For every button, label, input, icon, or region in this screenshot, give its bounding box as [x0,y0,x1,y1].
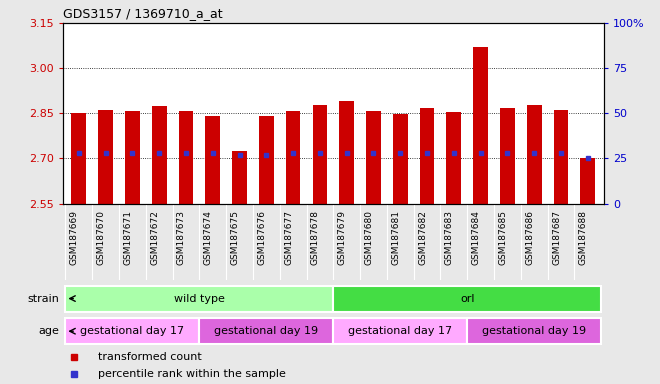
Text: strain: strain [28,293,59,304]
Bar [152,106,166,204]
Bar [447,112,461,204]
Bar [554,110,568,204]
Bar [333,286,601,311]
Text: GSM187671: GSM187671 [123,210,133,265]
Text: orl: orl [460,293,475,304]
Bar [467,318,601,344]
Bar [286,111,300,204]
Text: transformed count: transformed count [98,352,201,362]
Text: GSM187670: GSM187670 [96,210,106,265]
Bar [333,318,467,344]
Bar [580,158,595,204]
Text: GSM187683: GSM187683 [445,210,454,265]
Text: gestational day 17: gestational day 17 [348,326,452,336]
Bar [125,111,140,204]
Bar [366,111,381,204]
Text: age: age [38,326,59,336]
Text: GSM187687: GSM187687 [552,210,561,265]
Text: gestational day 19: gestational day 19 [482,326,586,336]
Bar [420,108,434,204]
Text: GSM187676: GSM187676 [257,210,267,265]
Bar [527,105,542,204]
Bar [65,286,333,311]
Bar [71,113,86,204]
Text: GSM187681: GSM187681 [391,210,400,265]
Text: GSM187669: GSM187669 [70,210,79,265]
Text: GSM187672: GSM187672 [150,210,159,265]
Text: GSM187684: GSM187684 [472,210,480,265]
Text: GSM187673: GSM187673 [177,210,186,265]
Text: percentile rank within the sample: percentile rank within the sample [98,369,286,379]
Text: GSM187677: GSM187677 [284,210,293,265]
Text: GSM187675: GSM187675 [230,210,240,265]
Bar [98,110,113,204]
Bar [500,108,515,204]
Bar [259,116,274,204]
Text: GSM187682: GSM187682 [418,210,427,265]
Text: gestational day 17: gestational day 17 [81,326,184,336]
Bar [65,318,199,344]
Text: GSM187680: GSM187680 [364,210,374,265]
Bar [393,114,408,204]
Text: GSM187679: GSM187679 [338,210,346,265]
Bar [205,116,220,204]
Text: wild type: wild type [174,293,225,304]
Bar [232,151,247,204]
Bar [199,318,333,344]
Text: gestational day 19: gestational day 19 [214,326,318,336]
Bar [313,105,327,204]
Text: GSM187686: GSM187686 [525,210,534,265]
Text: GDS3157 / 1369710_a_at: GDS3157 / 1369710_a_at [63,7,222,20]
Text: GSM187685: GSM187685 [498,210,508,265]
Text: GSM187674: GSM187674 [204,210,213,265]
Text: GSM187688: GSM187688 [579,210,588,265]
Bar [473,47,488,204]
Bar [179,111,193,204]
Text: GSM187678: GSM187678 [311,210,320,265]
Bar [339,101,354,204]
